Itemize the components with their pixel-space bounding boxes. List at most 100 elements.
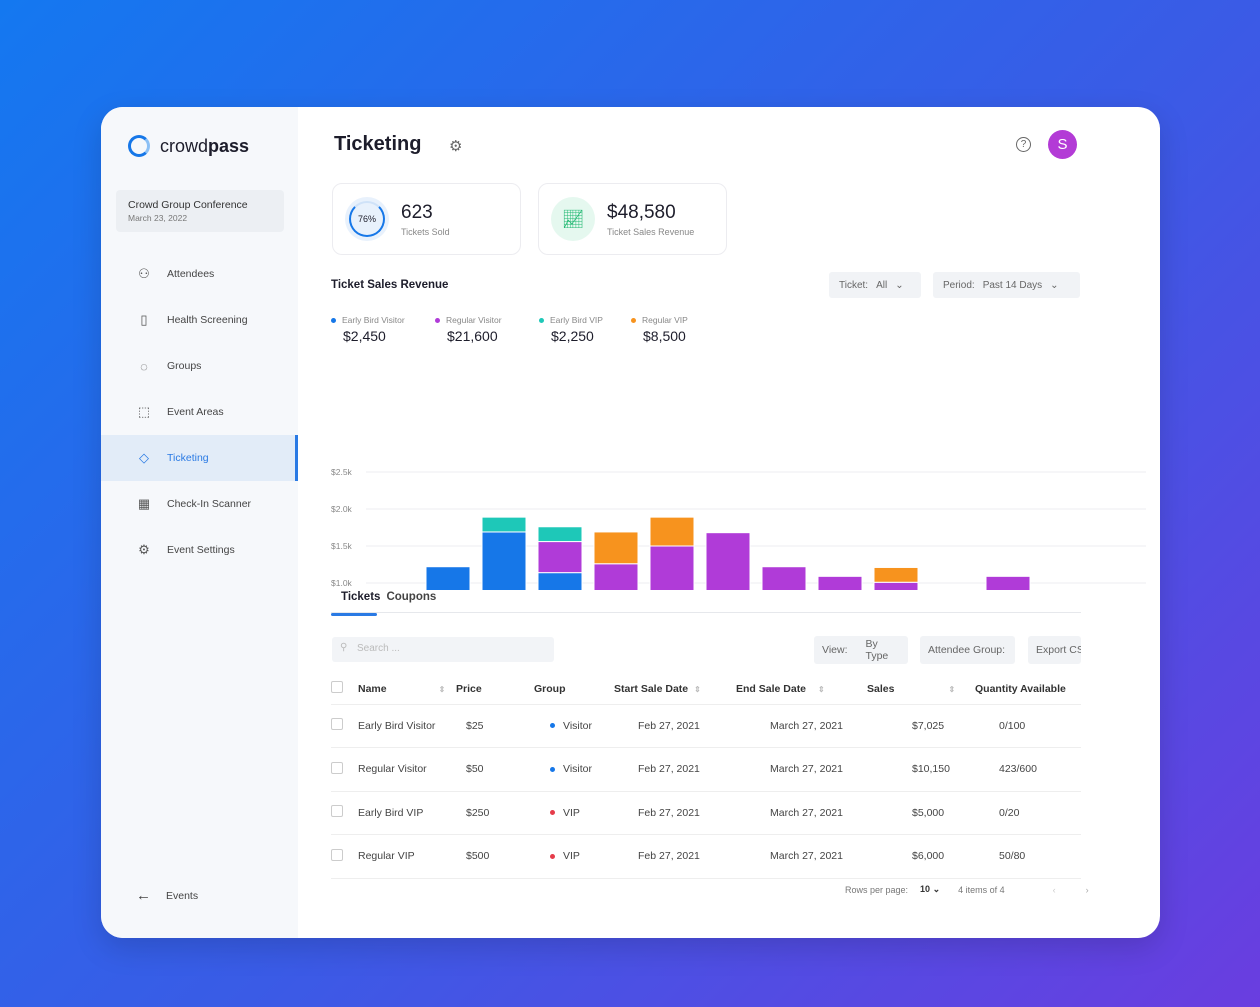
legend-item: Early Bird Visitor $2,450 <box>331 315 431 344</box>
active-tab-indicator <box>331 613 377 616</box>
bar-segment[interactable] <box>705 532 751 590</box>
y-tick-label: $2.0k <box>331 504 353 514</box>
bar-segment[interactable] <box>761 566 807 590</box>
column-start-sale-date[interactable]: Start Sale Date ⇕ <box>614 674 736 705</box>
bar-segment[interactable] <box>537 572 583 590</box>
cell-start-date: Feb 27, 2021 <box>614 747 736 792</box>
bar-segment[interactable] <box>593 531 639 565</box>
tab-tickets[interactable]: Tickets <box>341 591 381 603</box>
sidebar: crowdpass Crowd Group Conference March 23… <box>101 107 298 938</box>
ticket-filter-dropdown[interactable]: Ticket: All ⌄ <box>829 272 921 298</box>
search-icon: ⚲ <box>340 642 348 653</box>
chevron-down-icon: ⌄ <box>895 279 904 291</box>
bar-segment[interactable] <box>817 575 863 590</box>
export-csv-button[interactable]: Export CSV <box>1028 636 1081 664</box>
period-filter-dropdown[interactable]: Period: Past 14 Days ⌄ <box>933 272 1080 298</box>
bar-segment[interactable] <box>985 575 1031 590</box>
y-tick-label: $2.5k <box>331 467 353 477</box>
chart-growth-icon: 📈︎ <box>551 197 595 241</box>
y-tick-label: $1.0k <box>331 578 353 588</box>
y-tick-label: $1.5k <box>331 541 353 551</box>
page-title: Ticketing <box>334 133 422 155</box>
table-row[interactable]: Regular Visitor $50 Visitor Feb 27, 2021… <box>331 747 1081 792</box>
cell-start-date: Feb 27, 2021 <box>614 704 736 748</box>
groups-icon: ◌ <box>140 358 148 374</box>
cell-group: VIP <box>534 791 614 835</box>
cell-name: Regular Visitor <box>358 747 456 792</box>
attendee-group-dropdown[interactable]: Attendee Group: <box>920 636 1015 664</box>
pagination: Rows per page: 10 ⌄ 4 items of 4 ‹ › <box>845 884 1089 895</box>
section-title: Ticket Sales Revenue <box>331 279 449 291</box>
view-dropdown[interactable]: View: By Type <box>814 636 908 664</box>
sidebar-item-check-in-scanner[interactable]: ▦ Check-In Scanner <box>137 496 252 511</box>
column-price[interactable]: Price <box>456 674 534 705</box>
legend-item: Early Bird VIP $2,250 <box>539 315 627 344</box>
bar-segment[interactable] <box>649 545 695 590</box>
sidebar-item-health-screening[interactable]: ▯ Health Screening <box>101 297 298 343</box>
cell-name: Early Bird Visitor <box>358 704 456 748</box>
event-date: March 23, 2022 <box>128 213 188 223</box>
row-checkbox[interactable] <box>331 805 343 818</box>
rows-per-page-select[interactable]: 10 ⌄ <box>920 884 941 894</box>
sidebar-nav: ⚇ Attendees ▯ Health Screening ◌ Groups ⬚ Ev… <box>101 251 298 573</box>
tickets-table: Name ⇕ Price Group Start Sale Date ⇕ End S… <box>331 674 1081 879</box>
cell-end-date: March 27, 2021 <box>736 704 867 748</box>
cell-sales: $6,000 <box>867 834 975 879</box>
settings-gear-icon[interactable]: ⚙ <box>449 138 463 155</box>
column-end-sale-date[interactable]: End Sale Date ⇕ <box>736 674 867 705</box>
bar-segment[interactable] <box>537 541 583 574</box>
cell-price: $50 <box>456 747 534 792</box>
help-icon[interactable]: ? <box>1016 137 1031 152</box>
cell-quantity: 50/80 <box>975 834 1081 879</box>
sidebar-item-groups[interactable]: ◌ Groups <box>101 343 298 389</box>
next-page-icon[interactable]: › <box>1085 884 1089 895</box>
column-name[interactable]: Name ⇕ <box>358 674 456 705</box>
items-count: 4 items of 4 <box>958 884 1005 895</box>
logo: crowdpass <box>128 135 249 157</box>
sidebar-item-ticketing[interactable]: ◇ Ticketing <box>101 435 298 481</box>
bar-segment[interactable] <box>425 566 471 590</box>
tickets-sold-card: 76% 623 Tickets Sold <box>332 183 521 255</box>
table-row[interactable]: Early Bird VIP $250 VIP Feb 27, 2021 Mar… <box>331 791 1081 835</box>
bar-segment[interactable] <box>873 581 919 590</box>
row-checkbox[interactable] <box>331 848 343 861</box>
cell-start-date: Feb 27, 2021 <box>614 791 736 835</box>
cell-name: Regular VIP <box>358 834 456 879</box>
event-selector[interactable]: Crowd Group Conference March 23, 2022 <box>116 190 284 232</box>
search-input[interactable]: ⚲ Search ... <box>332 637 554 662</box>
table-row[interactable]: Early Bird Visitor $25 Visitor Feb 27, 2… <box>331 704 1081 748</box>
sidebar-item-attendees[interactable]: ⚇ Attendees <box>101 251 298 297</box>
legend-item: Regular Visitor $21,600 <box>435 315 535 344</box>
bar-segment[interactable] <box>481 516 527 533</box>
bar-segment[interactable] <box>873 566 919 583</box>
cell-end-date: March 27, 2021 <box>736 834 867 879</box>
cell-quantity: 423/600 <box>975 747 1081 792</box>
legend-item: Regular VIP $8,500 <box>631 315 731 344</box>
cell-sales: $7,025 <box>867 704 975 748</box>
progress-ring: 76% <box>345 197 389 241</box>
prev-page-icon[interactable]: ‹ <box>1052 884 1056 895</box>
row-checkbox[interactable] <box>331 761 343 774</box>
avatar[interactable]: S <box>1048 130 1077 159</box>
sidebar-item-event-settings[interactable]: ⚙ Event Settings <box>101 527 298 573</box>
sidebar-item-event-areas[interactable]: ⬚ Event Areas <box>137 404 224 419</box>
cell-group: Visitor <box>534 747 614 792</box>
table-row[interactable]: Regular VIP $500 VIP Feb 27, 2021 March … <box>331 834 1081 879</box>
cell-quantity: 0/100 <box>975 704 1081 748</box>
column-group[interactable]: Group <box>534 674 614 705</box>
arrow-left-icon: ← <box>136 887 151 904</box>
row-checkbox[interactable] <box>331 718 343 731</box>
bar-segment[interactable] <box>649 516 695 547</box>
cell-group: VIP <box>534 834 614 879</box>
chart-legend: Early Bird Visitor $2,450 Regular Visitor… <box>331 315 735 344</box>
column-sales[interactable]: Sales ⇕ <box>867 674 975 705</box>
bar-segment[interactable] <box>593 563 639 590</box>
select-all-checkbox[interactable] <box>331 681 343 694</box>
bar-segment[interactable] <box>481 531 527 590</box>
table-header: Name ⇕ Price Group Start Sale Date ⇕ End S… <box>331 674 1081 705</box>
cell-price: $25 <box>456 704 534 748</box>
back-to-events[interactable]: ← Events <box>136 887 199 904</box>
column-quantity-available[interactable]: Quantity Available <box>975 674 1081 705</box>
tab-coupons[interactable]: Coupons <box>386 591 437 603</box>
bar-segment[interactable] <box>537 526 583 543</box>
